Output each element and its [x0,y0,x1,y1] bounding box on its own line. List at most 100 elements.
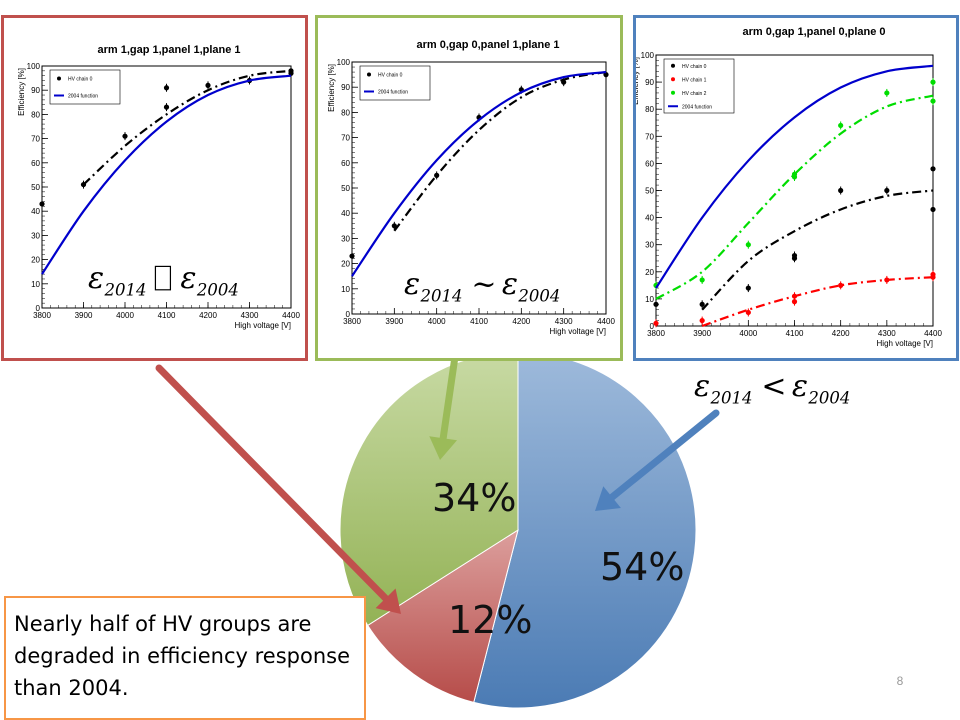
pie-label-0: 54% [600,545,684,589]
formula-epsilon: ε [694,369,710,404]
formula-subscript: 2004 [517,287,560,306]
data-point [163,104,170,110]
formula-operator: < [761,369,786,404]
y-tick-label: 70 [31,135,40,144]
plot-panel-left: arm 1,gap 1,panel 1,plane 1 3800 3900 4000 4… [1,15,308,361]
y-tick-label: 90 [341,83,350,92]
pie-label-2: 34% [432,476,516,520]
arrow-shaft [155,364,390,602]
data-point [930,206,936,213]
x-axis-label: High voltage [V] [877,339,933,348]
plot-title: arm 0,gap 1,panel 0,plane 0 [742,26,885,38]
y-tick-label: 100 [27,62,41,71]
legend-marker [57,76,61,81]
y-tick-label: 10 [341,285,350,294]
data-point [349,253,355,259]
x-tick-label: 4200 [199,311,217,320]
pie-slice-0 [473,351,697,709]
y-tick-label: 30 [645,241,654,250]
y-tick-label: 90 [645,78,654,87]
y-tick-label: 50 [341,184,350,193]
x-tick-label: 3900 [75,311,93,320]
arrow-head [375,588,401,614]
summary-textbox: Nearly half of HV groups are degraded in… [4,596,366,720]
function-curve-2004 [351,70,607,277]
x-tick-label: 4200 [512,317,530,326]
arrow-blue [595,409,720,511]
data-point [791,171,798,177]
data-point [930,271,936,278]
data-point [838,187,844,194]
formula-subscript: 2014 [104,281,147,300]
x-tick-label: 4000 [428,317,446,326]
y-tick-label: 0 [346,310,351,319]
y-tick-label: 10 [31,280,40,289]
y-tick-label: 20 [31,256,40,265]
formula-bg [400,262,596,306]
formula-bg [84,256,280,300]
x-tick-label: 4000 [739,329,757,338]
legend-marker [671,77,675,82]
fit-curve [82,69,292,186]
plot-title: arm 1,gap 1,panel 1,plane 1 [97,44,240,56]
y-tick-label: 60 [31,159,40,168]
y-tick-label: 100 [641,51,655,60]
data-point [930,79,936,85]
arrow-shaft [608,409,720,501]
fit-curve [701,276,934,328]
fit-curve [655,94,934,300]
x-tick-label: 3900 [693,329,711,338]
x-tick-label: 3800 [343,317,361,326]
legend-label: HV chain 0 [682,64,707,70]
x-tick-label: 4300 [241,311,259,320]
x-tick-label: 4400 [597,317,615,326]
fit-curve [393,70,607,232]
x-axis-label: High voltage [V] [235,321,291,330]
data-point [838,282,844,288]
x-axis-label: High voltage [V] [550,327,606,336]
y-tick-label: 30 [31,231,40,240]
formula-epsilon: ε [502,267,518,302]
y-axis-label: Efficiency [%] [327,64,336,112]
data-point [391,223,397,229]
data-point [699,301,705,307]
data-point [205,82,211,88]
y-tick-label: 20 [645,268,654,277]
data-point [745,285,751,291]
y-tick-label: 10 [645,295,654,304]
x-tick-label: 4300 [555,317,573,326]
pie-label-1: 12% [448,598,532,642]
x-tick-label: 4400 [924,329,942,338]
legend-marker [671,63,675,68]
formula-epsilon: ε [792,369,808,404]
relation-formula: ε 2014 ~ ε 2004 [400,262,596,306]
arrow-head [429,436,458,460]
x-tick-label: 3800 [647,329,665,338]
x-tick-label: 3900 [385,317,403,326]
x-tick-label: 4000 [116,311,134,320]
data-point [791,252,798,259]
formula-epsilon: ε [404,267,420,302]
data-point [930,98,936,104]
legend-label: 2004 function [682,104,712,110]
legend-label: HV chain 1 [682,77,707,83]
legend-label: HV chain 0 [68,77,93,83]
y-tick-label: 40 [645,214,654,223]
formula-subscript: 2004 [807,389,850,407]
legend-marker [367,72,371,77]
formula-subscript: 2014 [710,389,753,407]
y-tick-label: 20 [341,260,350,269]
legend-label: HV chain 2 [682,91,707,97]
legend-label: 2004 function [378,90,408,96]
x-tick-label: 4200 [832,329,850,338]
x-tick-label: 4100 [470,317,488,326]
data-point [39,201,45,207]
y-tick-label: 50 [645,187,654,196]
y-tick-label: 60 [645,159,654,168]
efficiency-plot-left: arm 1,gap 1,panel 1,plane 1 3800 3900 4000 4… [17,44,300,330]
y-tick-label: 80 [645,105,654,114]
y-tick-label: 0 [650,322,655,331]
y-tick-label: 80 [31,110,40,119]
function-curve-2004 [655,64,934,289]
